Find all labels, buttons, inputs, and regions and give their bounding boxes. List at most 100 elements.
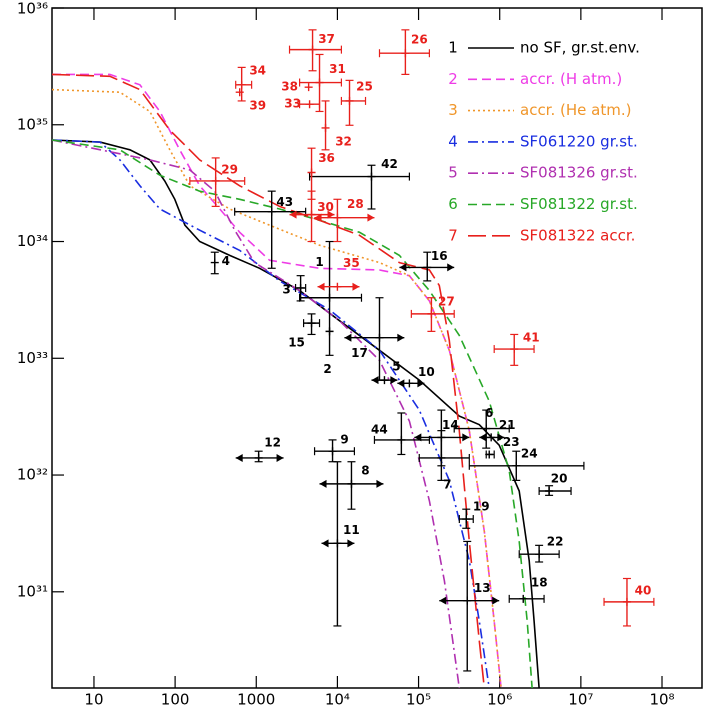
arrowhead	[314, 213, 322, 222]
point-marker	[375, 333, 384, 342]
point-label: 15	[288, 336, 305, 350]
arrowhead	[397, 379, 405, 388]
data-point	[325, 240, 334, 356]
arrowhead	[376, 479, 384, 488]
data-point	[288, 29, 343, 72]
point-label: 37	[318, 32, 335, 46]
point-marker	[328, 447, 337, 456]
point-label: 33	[284, 97, 301, 111]
data-point	[314, 198, 375, 243]
point-marker	[235, 88, 244, 97]
point-label: 29	[221, 162, 238, 176]
point-marker	[512, 461, 521, 470]
point-label: 39	[249, 99, 266, 113]
data-point	[468, 450, 585, 481]
legend-id: 4	[448, 132, 458, 150]
legend-label: SF061220 gr.st.	[520, 132, 638, 150]
arrowhead	[397, 333, 405, 342]
point-label: 38	[281, 80, 298, 94]
x-tick-label: 10⁸	[649, 691, 674, 709]
point-marker	[321, 123, 330, 132]
data-point	[538, 485, 572, 496]
point-marker	[405, 379, 414, 388]
arrowhead	[344, 333, 352, 342]
data-point	[414, 409, 470, 467]
point-marker	[423, 263, 432, 272]
legend-id: 2	[448, 70, 458, 88]
point-marker	[307, 168, 316, 177]
point-marker	[307, 319, 316, 328]
point-label: 44	[371, 422, 388, 436]
arrowhead	[352, 282, 360, 291]
point-label: 1	[315, 255, 323, 269]
data-point	[340, 79, 367, 126]
arrowhead	[447, 263, 455, 272]
point-label: 2	[323, 362, 331, 376]
point-label: 13	[474, 581, 491, 595]
data-point	[603, 577, 655, 627]
point-label: 7	[443, 477, 451, 491]
point-label: 16	[431, 249, 448, 263]
point-label: 3	[282, 282, 290, 296]
point-label: 34	[249, 63, 266, 77]
x-tick-label: 10⁷	[568, 691, 593, 709]
point-marker	[325, 327, 334, 336]
point-marker	[210, 258, 219, 267]
data-point	[518, 544, 560, 563]
data-point	[308, 164, 410, 210]
point-marker	[462, 515, 471, 524]
data-point	[458, 508, 474, 529]
point-label: 8	[361, 463, 369, 477]
legend-label: accr. (H atm.)	[520, 70, 622, 88]
data-point	[210, 251, 219, 275]
y-tick-label: 10³²	[17, 466, 48, 484]
point-label: 5	[392, 360, 400, 374]
model-curve	[52, 139, 540, 688]
data-point	[298, 293, 363, 302]
arrowhead	[367, 213, 375, 222]
data-point	[344, 297, 405, 381]
point-label: 32	[335, 134, 352, 148]
data-point	[304, 83, 313, 92]
legend-label: no SF, gr.st.env.	[520, 39, 640, 57]
point-label: 25	[356, 79, 373, 93]
y-tick-label: 10³⁴	[17, 232, 48, 250]
legend-id: 1	[448, 39, 458, 57]
legend-id: 3	[448, 101, 458, 119]
legend-label: SF081322 accr.	[520, 226, 635, 244]
point-marker	[463, 596, 472, 605]
data-point	[298, 100, 321, 109]
point-label: 24	[521, 446, 538, 460]
point-label: 35	[343, 256, 360, 270]
legend-label: accr. (He atm.)	[520, 101, 631, 119]
arrowhead	[417, 379, 425, 388]
arrowhead	[327, 210, 335, 219]
point-label: 18	[531, 575, 548, 589]
point-label: 42	[381, 157, 398, 171]
point-marker	[315, 78, 324, 87]
point-label: 6	[485, 406, 493, 420]
arrowhead	[289, 210, 297, 219]
arrowhead	[479, 433, 487, 442]
point-label: 40	[635, 583, 652, 597]
point-marker	[510, 345, 519, 354]
arrowhead	[390, 376, 398, 385]
point-marker	[519, 594, 528, 603]
point-marker	[485, 450, 494, 459]
arrowhead	[462, 433, 470, 442]
plot-frame	[51, 7, 703, 689]
point-marker	[622, 597, 631, 606]
data-point	[485, 450, 495, 459]
point-marker	[307, 210, 316, 219]
data-point	[234, 190, 307, 269]
point-marker	[308, 45, 317, 54]
y-tick-label: 10³⁵	[17, 115, 48, 133]
point-label: 43	[276, 195, 293, 209]
data-point	[235, 66, 253, 102]
point-label: 41	[523, 331, 540, 345]
x-tick-label: 100	[161, 691, 190, 709]
data-point	[373, 412, 430, 456]
arrowhead	[399, 263, 407, 272]
data-point	[235, 450, 284, 463]
